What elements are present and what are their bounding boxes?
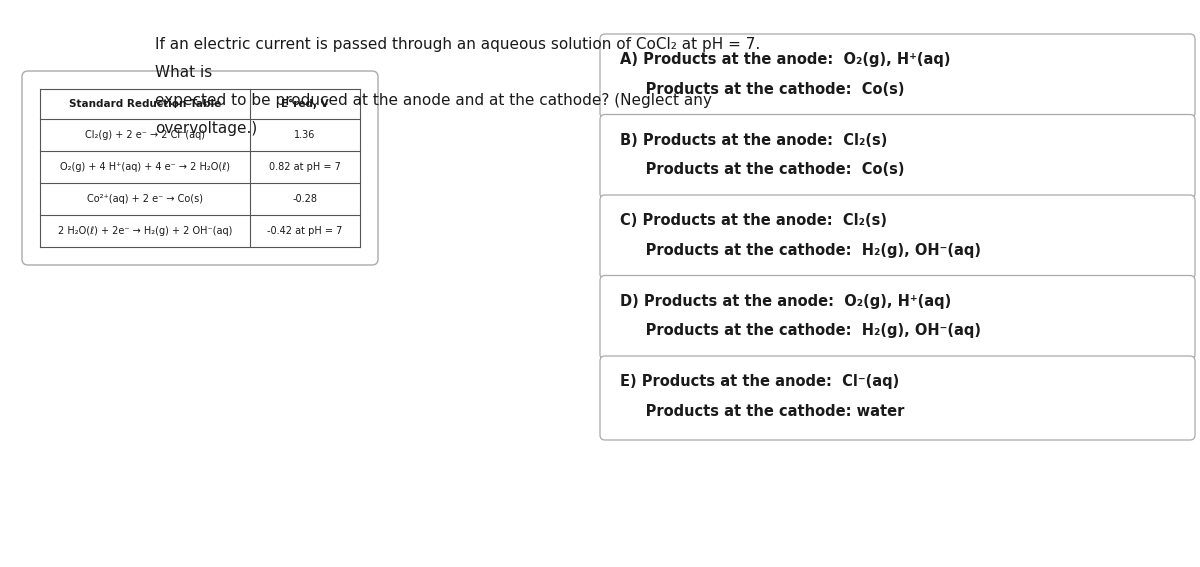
Text: Products at the cathode: water: Products at the cathode: water: [620, 404, 905, 419]
Text: 1.36: 1.36: [294, 130, 316, 140]
Text: If an electric current is passed through an aqueous solution of CoCl₂ at pH = 7.: If an electric current is passed through…: [155, 37, 761, 52]
Text: expected to be produced at the anode and at the cathode? (Neglect any: expected to be produced at the anode and…: [155, 93, 712, 108]
FancyBboxPatch shape: [22, 71, 378, 265]
Text: E) Products at the anode:  Cl⁻(aq): E) Products at the anode: Cl⁻(aq): [620, 374, 899, 389]
FancyBboxPatch shape: [600, 34, 1195, 118]
Text: C) Products at the anode:  Cl₂(s): C) Products at the anode: Cl₂(s): [620, 213, 887, 229]
FancyBboxPatch shape: [600, 115, 1195, 198]
Text: -0.42 at pH = 7: -0.42 at pH = 7: [268, 226, 343, 236]
Text: Cl₂(g) + 2 e⁻ → 2 Cl⁻(aq): Cl₂(g) + 2 e⁻ → 2 Cl⁻(aq): [85, 130, 205, 140]
Text: 0.82 at pH = 7: 0.82 at pH = 7: [269, 162, 341, 172]
Text: Products at the cathode:  H₂(g), OH⁻(aq): Products at the cathode: H₂(g), OH⁻(aq): [620, 323, 982, 338]
Text: O₂(g) + 4 H⁺(aq) + 4 e⁻ → 2 H₂O(ℓ): O₂(g) + 4 H⁺(aq) + 4 e⁻ → 2 H₂O(ℓ): [60, 162, 230, 172]
Text: Products at the cathode:  H₂(g), OH⁻(aq): Products at the cathode: H₂(g), OH⁻(aq): [620, 243, 982, 258]
Text: Products at the cathode:  Co(s): Products at the cathode: Co(s): [620, 162, 905, 177]
FancyBboxPatch shape: [600, 276, 1195, 359]
Text: E°red, V: E°red, V: [281, 99, 329, 109]
Text: Products at the cathode:  Co(s): Products at the cathode: Co(s): [620, 82, 905, 97]
Text: A) Products at the anode:  O₂(g), H⁺(aq): A) Products at the anode: O₂(g), H⁺(aq): [620, 52, 950, 67]
Text: overvoltage.): overvoltage.): [155, 121, 257, 136]
Text: B) Products at the anode:  Cl₂(s): B) Products at the anode: Cl₂(s): [620, 133, 887, 148]
Text: 2 H₂O(ℓ) + 2e⁻ → H₂(g) + 2 OH⁻(aq): 2 H₂O(ℓ) + 2e⁻ → H₂(g) + 2 OH⁻(aq): [58, 226, 232, 236]
FancyBboxPatch shape: [600, 356, 1195, 440]
Text: -0.28: -0.28: [293, 194, 318, 204]
Text: Co²⁺(aq) + 2 e⁻ → Co(s): Co²⁺(aq) + 2 e⁻ → Co(s): [88, 194, 203, 204]
Text: What is: What is: [155, 65, 212, 80]
Text: D) Products at the anode:  O₂(g), H⁺(aq): D) Products at the anode: O₂(g), H⁺(aq): [620, 294, 952, 308]
Text: Standard Reduction Table: Standard Reduction Table: [68, 99, 221, 109]
FancyBboxPatch shape: [600, 195, 1195, 279]
